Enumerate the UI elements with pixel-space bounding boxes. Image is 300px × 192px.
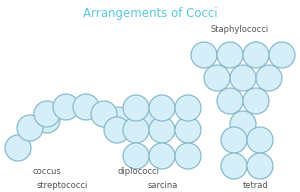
Circle shape [123, 95, 149, 121]
Circle shape [73, 94, 99, 120]
Text: sarcina: sarcina [148, 180, 178, 190]
Circle shape [149, 95, 175, 121]
Text: streptococci: streptococci [36, 180, 88, 190]
Circle shape [123, 143, 149, 169]
Circle shape [230, 111, 256, 137]
Circle shape [269, 42, 295, 68]
Circle shape [175, 95, 201, 121]
Circle shape [104, 117, 130, 143]
Circle shape [247, 153, 273, 179]
Text: coccus: coccus [33, 167, 62, 176]
Text: diplococci: diplococci [117, 167, 159, 176]
Circle shape [105, 107, 131, 133]
Circle shape [217, 88, 243, 114]
Circle shape [204, 65, 230, 91]
Circle shape [5, 135, 31, 161]
Circle shape [91, 101, 117, 127]
Circle shape [221, 153, 247, 179]
Circle shape [175, 143, 201, 169]
Circle shape [230, 65, 256, 91]
Circle shape [34, 101, 60, 127]
Circle shape [53, 94, 79, 120]
Circle shape [17, 115, 43, 141]
Text: tetrad: tetrad [243, 180, 269, 190]
Circle shape [175, 117, 201, 143]
Circle shape [217, 42, 243, 68]
Circle shape [149, 117, 175, 143]
Text: Staphylococci: Staphylococci [211, 26, 269, 35]
Circle shape [34, 107, 60, 133]
Text: Arrangements of Cocci: Arrangements of Cocci [83, 7, 217, 21]
Circle shape [123, 117, 149, 143]
Circle shape [247, 127, 273, 153]
Circle shape [243, 42, 269, 68]
Circle shape [131, 107, 157, 133]
Circle shape [256, 65, 282, 91]
Circle shape [243, 88, 269, 114]
Circle shape [221, 127, 247, 153]
Circle shape [191, 42, 217, 68]
Circle shape [149, 143, 175, 169]
